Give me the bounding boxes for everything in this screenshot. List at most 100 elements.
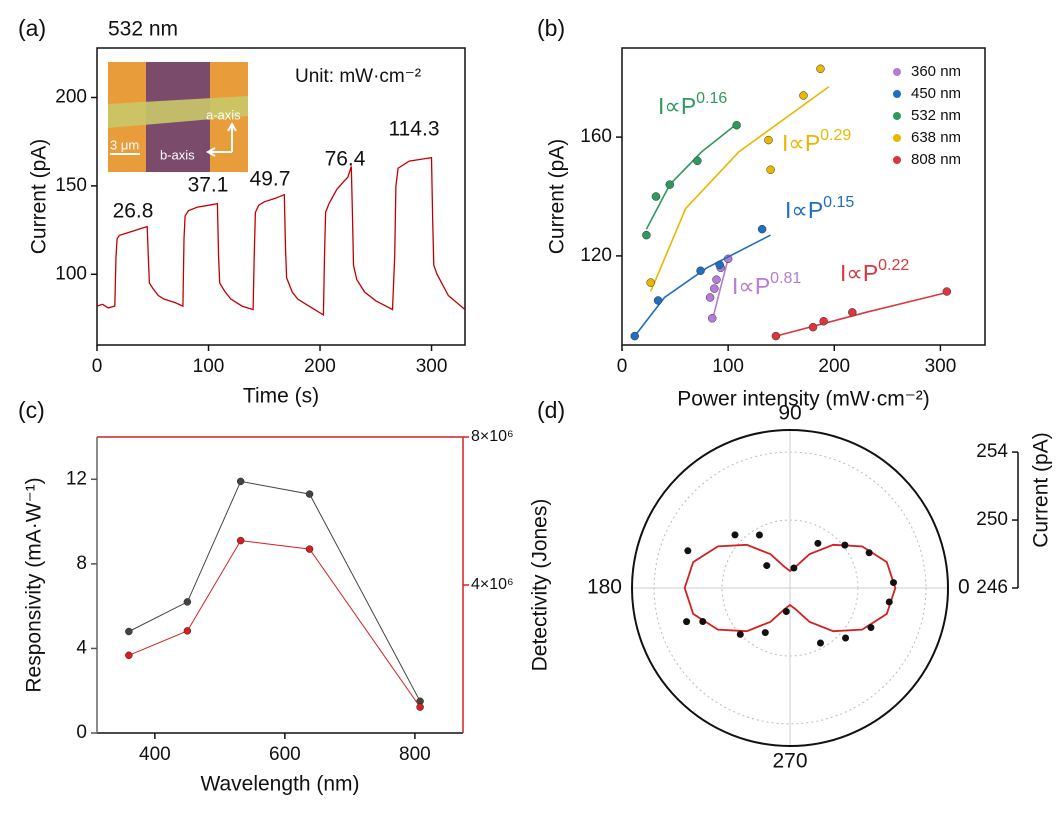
point [693,156,702,166]
fit-line [634,234,771,337]
point [696,266,705,275]
point [731,531,739,539]
panel-label: (b) [537,15,565,41]
y2-tick-label: 8×10⁶ [471,428,514,445]
power-law-base: I∝P [785,197,823,223]
point [630,331,639,341]
chart-title: 532 nm [108,18,178,41]
legend-marker [893,156,901,164]
fit-line [711,258,729,322]
legend-label: 360 nm [911,63,961,80]
inset-arrow-head [205,147,216,157]
inset-label: a-axis [206,107,241,122]
power-law-label: I∝P0.22 [840,257,909,286]
inset-label: 3 μm [110,137,139,152]
r-tick-label: 254 [976,441,1008,462]
power-label: 49.7 [250,168,291,191]
point [125,651,133,660]
x-tick-label: 100 [193,356,225,377]
plot-frame [621,47,986,346]
legend-label: 532 nm [911,107,961,124]
inset-label: b-axis [160,147,195,162]
fit-curve [683,543,897,633]
point [848,308,857,317]
legend-marker [893,112,901,120]
point [646,278,655,287]
power-label: 26.8 [113,200,154,223]
point [305,490,314,498]
point [305,545,314,553]
x-tick-label: 200 [304,356,336,377]
point [757,224,767,234]
x-tick-label: 600 [269,744,301,765]
y2-tick-label: 4×10⁶ [471,576,514,593]
y2-axis-label: Detectivity (Jones) [529,499,552,672]
point [761,629,769,637]
y-tick-label: 4 [76,637,87,658]
power-law-base: I∝P [658,93,696,119]
point [816,639,824,647]
x-tick-label: 100 [712,356,744,377]
point [651,192,661,201]
point [712,275,721,284]
y-tick-label: 160 [580,126,612,147]
x-tick-label: 800 [399,744,431,765]
trace [96,156,466,317]
point [889,579,897,587]
y-tick-label: 120 [580,245,612,266]
point [771,331,781,341]
angle-label: 180 [587,576,622,599]
point [865,549,873,557]
power-law-label: I∝P0.15 [785,194,854,223]
series-line [128,480,421,702]
power-law-exponent: 0.29 [820,127,851,144]
panel-label: (a) [18,15,46,41]
point [416,703,424,711]
point [125,627,133,636]
r-axis-label: Current (pA) [1030,432,1053,548]
fit-line [649,85,830,292]
power-law-label: I∝P0.16 [658,90,727,119]
power-label: 76.4 [325,148,366,171]
point [841,541,849,549]
point [808,322,818,332]
power-law-base: I∝P [840,260,878,286]
point [814,539,822,547]
y-tick-label: 8 [76,553,87,574]
x-tick-label: 300 [416,356,448,377]
legend-label: 638 nm [911,129,961,146]
r-tick-label: 250 [976,509,1008,530]
point [763,562,771,570]
point [867,623,875,631]
power-label: 37.1 [188,174,229,197]
point [653,296,663,305]
power-law-exponent: 0.15 [823,194,854,211]
y-axis-label: Current (pA) [28,139,51,255]
fit-line [645,121,740,230]
point [236,536,245,545]
point [819,316,828,326]
legend-marker [893,134,901,142]
angle-label: 90 [778,402,801,425]
power-law-label: I∝P0.29 [782,127,851,156]
point [942,287,952,296]
plot-frame [96,47,466,346]
y-axis-label: Responsivity (mA·W⁻¹) [23,477,46,692]
inset-image [108,62,248,172]
x-tick-label: 300 [925,356,957,377]
point [755,531,763,539]
point [842,634,850,642]
point [642,230,651,240]
series-line [128,540,421,708]
point [764,135,773,145]
point [790,564,798,572]
point [766,165,775,175]
point [683,618,691,626]
inset-arrow-head [227,121,237,132]
point [665,180,675,189]
legend-label: 808 nm [911,151,961,168]
angle-label: 270 [772,750,807,773]
power-law-base: I∝P [732,273,770,299]
